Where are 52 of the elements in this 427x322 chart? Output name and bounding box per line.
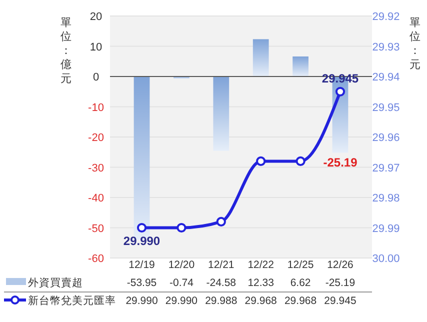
y2-tick-label: 29.92: [372, 11, 400, 23]
x-tick-label: 12/20: [168, 259, 195, 271]
data-label: 29.968: [284, 295, 317, 307]
y-tick-label: 0: [92, 72, 100, 84]
x-tick-label: 12/26: [327, 259, 354, 271]
point: [335, 86, 346, 96]
y2-tick-label: 29.96: [372, 132, 400, 144]
data-label: 29.968: [244, 295, 278, 307]
y-tick-label: -40: [88, 192, 104, 204]
point: [216, 216, 226, 226]
y-tick-label: 20: [90, 11, 102, 23]
x-tick-label: 12/19: [128, 259, 156, 271]
y2-tick-label: 30.00: [372, 253, 400, 265]
data-label: -0.74: [169, 277, 194, 289]
data-label: 29.988: [205, 295, 238, 307]
x-tick-label: 12/21: [208, 259, 234, 271]
y-tick-label: -50: [88, 222, 104, 235]
bar: [252, 39, 269, 76]
y-tick-label: -60: [88, 253, 104, 265]
y-tick-label: -10: [88, 102, 104, 114]
y-tick-label: -30: [88, 162, 104, 174]
data-label: 6.62: [290, 277, 311, 289]
data-label: -25.19: [325, 277, 356, 289]
point: [176, 222, 186, 233]
y2-tick-label: 29.98: [372, 192, 400, 204]
y-axis-title: 單位：億元: [60, 17, 72, 85]
y-tick-label: -20: [88, 132, 104, 144]
point: [296, 156, 306, 166]
annotation: 29.945: [322, 72, 359, 86]
data-label: -53.95: [126, 277, 157, 289]
legend-label: 新台幣兌美元匯率: [28, 294, 116, 307]
y2-tick-label: 29.94: [372, 72, 400, 84]
data-label: 12.33: [248, 277, 274, 289]
y2-tick-label: 29.95: [372, 102, 400, 114]
y-tick-label: 10: [90, 41, 102, 54]
legend-label: 外資買賣超: [28, 276, 83, 289]
data-label: 29.990: [165, 295, 198, 307]
data-label: 29.945: [324, 295, 356, 307]
data-label: 29.990: [126, 295, 158, 307]
y2-tick-label: 29.99: [372, 222, 400, 235]
data-label: -24.58: [206, 277, 236, 289]
y2-axis-title: 單位：元: [410, 17, 420, 71]
y2-tick-label: 29.97: [372, 162, 400, 174]
annotation: -25.19: [323, 156, 358, 170]
bar: [213, 76, 230, 151]
point: [256, 156, 266, 166]
y2-tick-label: 29.93: [372, 41, 400, 54]
x-tick-label: 12/25: [287, 259, 314, 271]
annotation: 29.990: [123, 234, 160, 248]
point: [136, 222, 147, 233]
x-tick-label: 12/22: [248, 259, 274, 271]
bar: [292, 56, 308, 76]
